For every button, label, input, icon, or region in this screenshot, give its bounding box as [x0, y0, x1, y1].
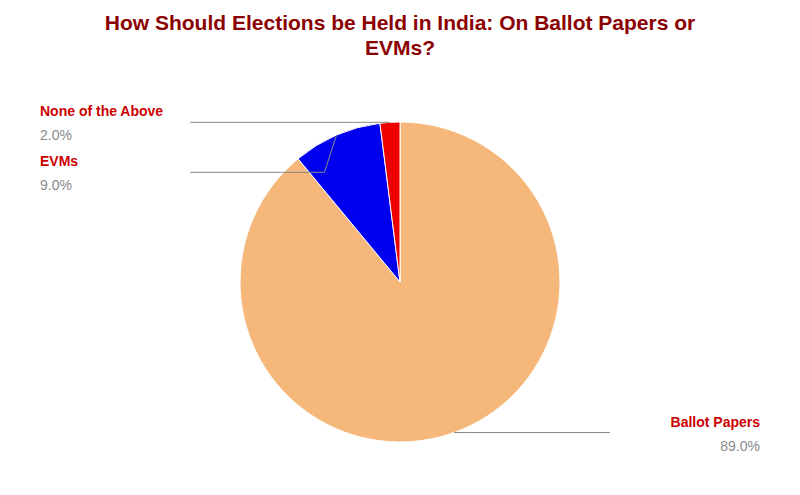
chart: How Should Elections be Held in India: O…: [0, 0, 800, 495]
data-label: 89.0%: [720, 438, 760, 454]
labels: Ballot Papers 89.0% EVMs 9.0% None of the Ab…: [40, 103, 760, 453]
leader-line: [190, 122, 390, 123]
pie: [240, 122, 560, 442]
slice-label: None of the Above: [40, 103, 163, 119]
data-label: 9.0%: [40, 177, 72, 193]
data-label: 2.0%: [40, 127, 72, 143]
slice: [380, 122, 400, 282]
slice-label: EVMs: [40, 153, 78, 169]
leader-line: [190, 135, 336, 172]
slice: [240, 122, 560, 442]
title: How Should Elections be Held in India: O…: [105, 11, 695, 59]
slice-label: Ballot Papers: [671, 414, 761, 430]
leader-line: [454, 432, 610, 433]
